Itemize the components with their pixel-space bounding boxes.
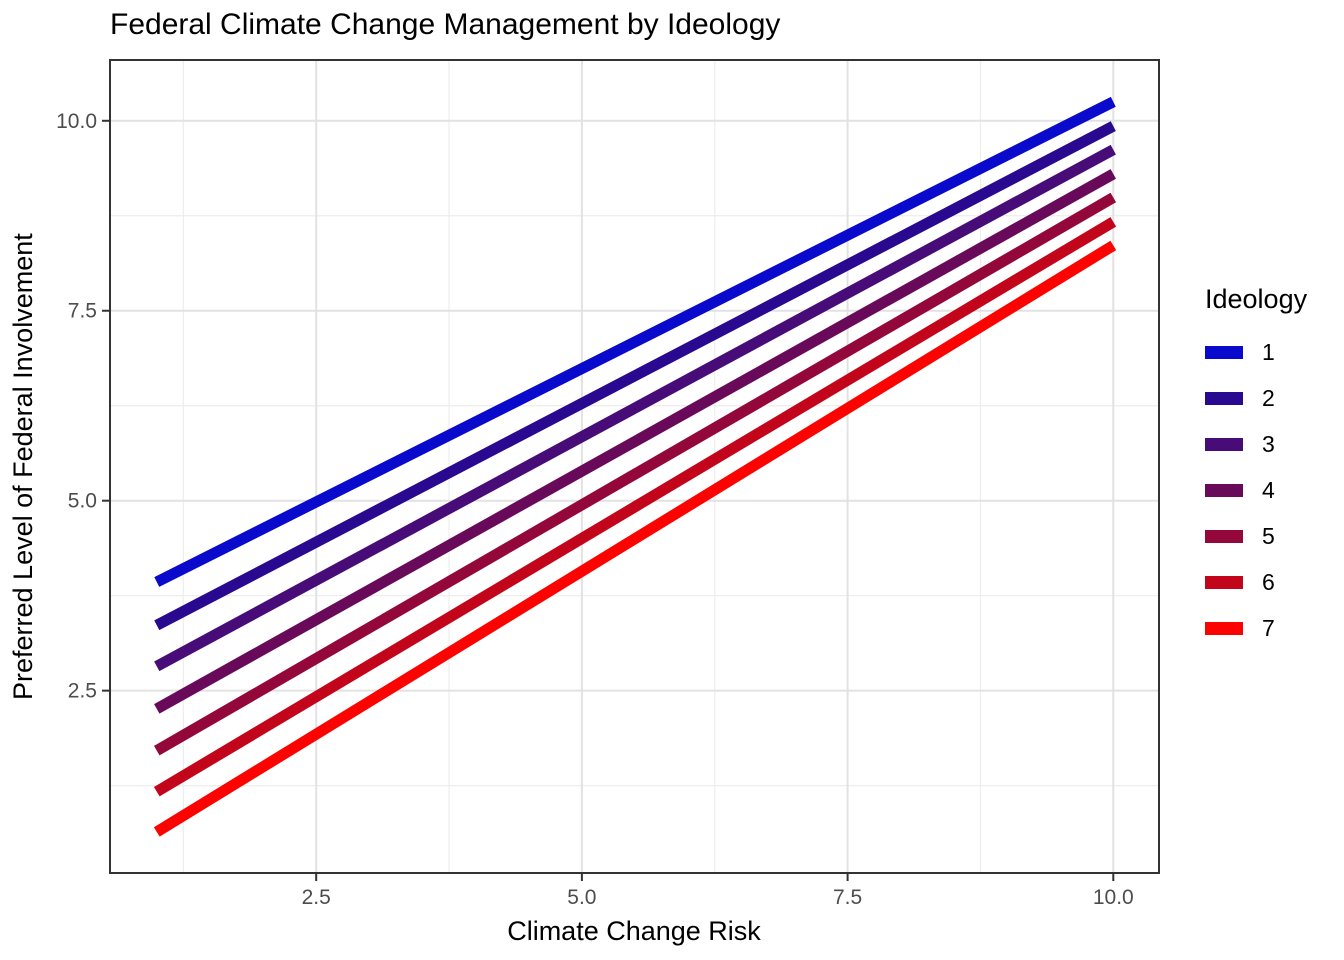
series-line-5 (154, 192, 1117, 756)
legend-title: Ideology (1205, 284, 1308, 314)
x-tick-label: 10.0 (1093, 886, 1134, 909)
legend-label: 4 (1262, 476, 1275, 503)
legend-label: 2 (1262, 384, 1275, 411)
x-tick-label: 2.5 (302, 886, 331, 909)
x-tick-label: 7.5 (833, 886, 862, 909)
legend-label: 6 (1262, 568, 1275, 595)
series-line-6 (153, 217, 1117, 797)
chart-title: Federal Climate Change Management by Ide… (110, 8, 781, 41)
legend-label: 1 (1262, 338, 1275, 365)
legend-item-7: 7 (1205, 605, 1307, 651)
y-tick-label: 5.0 (68, 490, 97, 513)
legend: Ideology 1 2 3 4 5 6 7 (1205, 284, 1307, 651)
panel-border (109, 59, 1160, 874)
legend-items: 1 2 3 4 5 6 7 (1205, 329, 1307, 651)
series-line-4 (154, 169, 1116, 714)
legend-item-1: 1 (1205, 329, 1307, 375)
legend-key-swatch (1205, 529, 1243, 543)
legend-key-swatch (1205, 345, 1243, 359)
series-line-3 (154, 144, 1116, 672)
legend-label: 3 (1262, 430, 1275, 457)
legend-item-5: 5 (1205, 513, 1307, 559)
series-line-2 (154, 121, 1116, 631)
x-tick-label: 5.0 (567, 886, 596, 909)
y-tick-label: 2.5 (68, 680, 97, 703)
legend-label: 5 (1262, 522, 1275, 549)
legend-item-4: 4 (1205, 467, 1307, 513)
y-tick-label: 10.0 (56, 110, 97, 133)
legend-key-swatch (1205, 391, 1243, 405)
legend-item-6: 6 (1205, 559, 1307, 605)
legend-label: 7 (1262, 614, 1275, 641)
legend-key-swatch (1205, 621, 1243, 635)
legend-item-3: 3 (1205, 421, 1307, 467)
x-axis-title: Climate Change Risk (507, 916, 761, 946)
legend-key-swatch (1205, 437, 1243, 451)
y-axis-title: Preferred Level of Federal Involvement (8, 233, 38, 700)
series-line-7 (153, 240, 1117, 837)
series-line-1 (154, 96, 1116, 587)
legend-key-swatch (1205, 483, 1243, 497)
y-tick-label: 7.5 (68, 300, 97, 323)
legend-item-2: 2 (1205, 375, 1307, 421)
legend-key-swatch (1205, 575, 1243, 589)
